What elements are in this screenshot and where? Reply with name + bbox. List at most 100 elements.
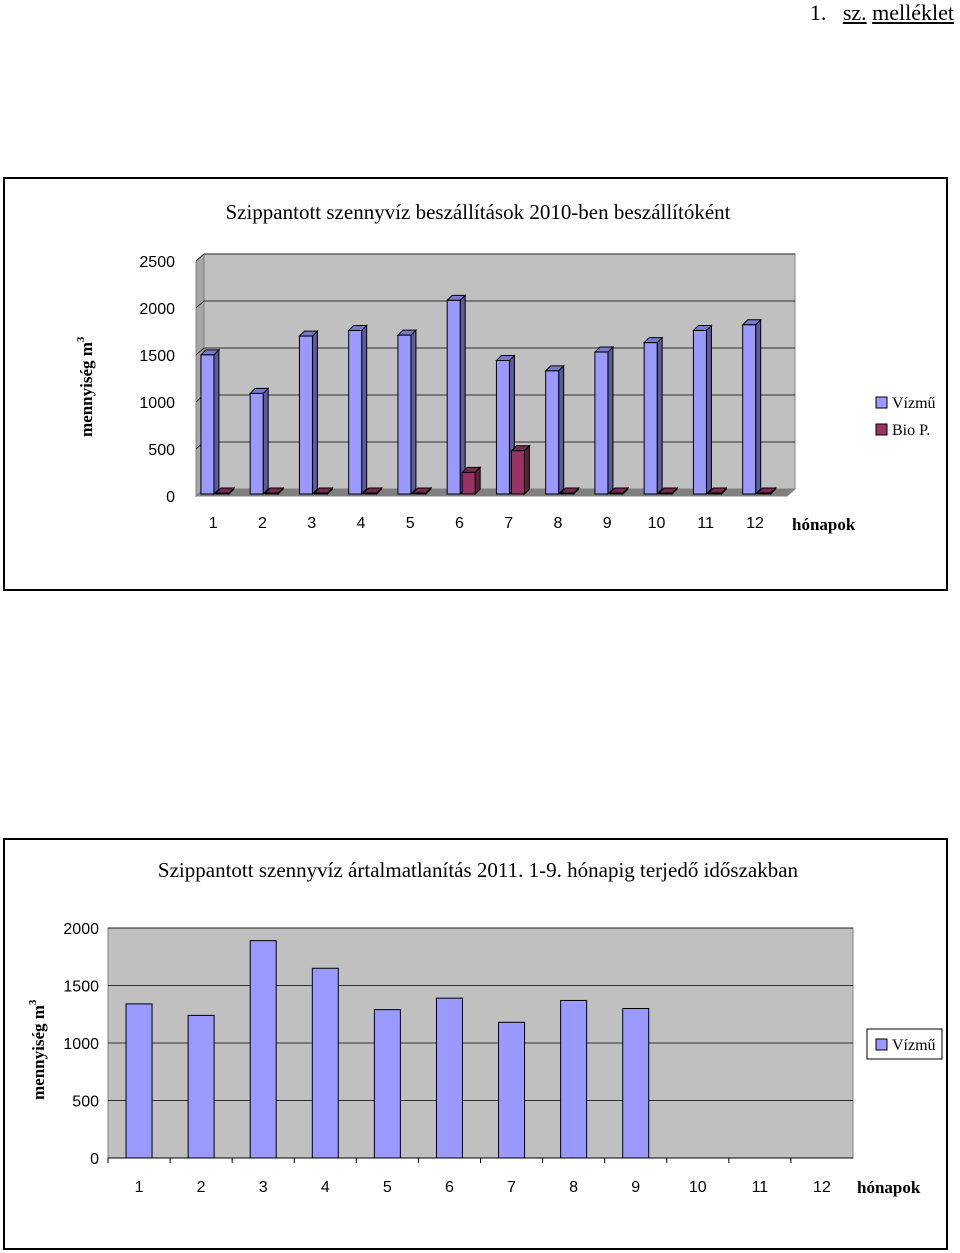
chart-1-y-tick-label: 500 xyxy=(148,442,175,459)
chart-1-bar-vizmu-12 xyxy=(741,318,762,496)
chart-1-x-tick-label: 3 xyxy=(307,515,316,532)
chart-2-bar-vizmu-5 xyxy=(373,1009,401,1159)
chart-1-y-tick-label: 2000 xyxy=(139,301,175,318)
chart-1-bar-bio-5 xyxy=(411,486,433,496)
annex-number: 1. xyxy=(809,0,827,25)
chart-1-bar-bio-4 xyxy=(362,486,383,496)
chart-1-bar-vizmu-1 xyxy=(199,348,221,496)
chart-1-legend-label-bio: Bio P. xyxy=(892,422,930,439)
chart-1-bar-vizmu-5 xyxy=(396,328,418,496)
chart-1-gridline xyxy=(195,300,795,309)
chart-2-bar-vizmu-9 xyxy=(622,1008,650,1159)
chart-2-x-tick-label: 4 xyxy=(321,1179,330,1196)
chart-1-y-tick-label: 1000 xyxy=(139,395,175,412)
chart-2-x-tick-label: 5 xyxy=(383,1179,392,1196)
annex-word-b: melléklet xyxy=(872,0,954,25)
chart-1-bar-bio-12 xyxy=(756,486,777,496)
chart-1-x-tick-label: 6 xyxy=(455,515,464,532)
chart-2-x-tick-label: 3 xyxy=(259,1179,268,1196)
chart-1-gridline xyxy=(195,347,795,356)
chart-2-y-axis-text: mennyiség m xyxy=(29,1005,48,1100)
chart-1-bar-bio-1 xyxy=(214,486,236,496)
chart-1-bar-bio-6 xyxy=(460,466,482,496)
chart-2-x-tick-label: 2 xyxy=(197,1179,206,1196)
chart-2-y-tick-label: 1500 xyxy=(63,979,99,996)
page-header: 1. sz. melléklet xyxy=(810,0,954,26)
chart-2-bar-vizmu-3 xyxy=(249,940,277,1159)
chart-1-x-tick-label: 11 xyxy=(697,515,714,532)
chart-1-x-ticks: 1 2 3 4 5 6 7 8 9 10 11 12 xyxy=(209,515,764,532)
chart-1-bar-vizmu-10 xyxy=(642,336,664,496)
chart-2-y-tick-label: 0 xyxy=(90,1151,99,1168)
chart-1-x-tick-label: 4 xyxy=(357,515,366,532)
chart-1-bar-bio-11 xyxy=(707,486,728,496)
chart-1-x-axis-label: hónapok xyxy=(792,515,856,534)
chart-2-legend-swatch-vizmu xyxy=(875,1038,888,1051)
chart-1-legend-swatch-bio xyxy=(875,423,888,436)
chart-2-title: Szippantott szennyvíz ártalmatlanítás 20… xyxy=(158,858,799,882)
chart-1-y-tick-label: 2500 xyxy=(139,254,175,271)
chart-1-y-tick-label: 1500 xyxy=(139,348,175,365)
chart-2-y-tick-label: 2000 xyxy=(63,921,99,938)
chart-1-y-axis-sup: 3 xyxy=(75,336,87,342)
chart-1-bar-bio-2 xyxy=(263,486,285,496)
chart-1-gridline xyxy=(195,253,795,262)
chart-2-bars xyxy=(125,940,650,1159)
chart-2-x-tick-label: 6 xyxy=(445,1179,454,1196)
chart-1-x-tick-label: 2 xyxy=(258,515,267,532)
chart-1-x-tick-label: 5 xyxy=(406,515,415,532)
chart-2-y-axis-label: mennyiség m3 xyxy=(27,999,48,1100)
chart-1-bars xyxy=(199,294,777,496)
chart-1-bar-bio-10 xyxy=(657,486,679,496)
chart-2-y-ticks: 0 500 1000 1500 2000 xyxy=(63,921,99,1168)
chart-2-x-tick-label: 10 xyxy=(689,1179,707,1196)
chart-1-bar-vizmu-6 xyxy=(445,294,467,496)
chart-1-bar-vizmu-2 xyxy=(248,387,270,496)
chart-1: Szippantott szennyvíz beszállítások 2010… xyxy=(75,200,936,534)
chart-1-y-axis-text: mennyiség m xyxy=(77,342,96,437)
chart-1-legend: Vízmű Bio P. xyxy=(875,395,936,439)
chart-2: Szippantott szennyvíz ártalmatlanítás 20… xyxy=(27,858,943,1197)
chart-2-bar-vizmu-4 xyxy=(311,967,339,1159)
chart-2-y-tick-label: 1000 xyxy=(63,1036,99,1053)
chart-2-legend-label-vizmu: Vízmű xyxy=(892,1037,936,1054)
annex-word-a: sz. xyxy=(842,0,867,25)
chart-1-x-tick-label: 7 xyxy=(504,515,513,532)
chart-2-x-tick-label: 1 xyxy=(135,1179,144,1196)
chart-2-bar-vizmu-1 xyxy=(125,1003,153,1159)
chart-2-bar-vizmu-7 xyxy=(498,1021,526,1159)
chart-2-x-tick-label: 12 xyxy=(813,1179,831,1196)
chart-2-bar-vizmu-6 xyxy=(435,997,463,1159)
chart-1-x-tick-label: 10 xyxy=(648,515,666,532)
chart-2-bar-vizmu-8 xyxy=(560,999,588,1159)
chart-2-x-tick-label: 7 xyxy=(507,1179,516,1196)
chart-2-frame: Szippantott szennyvíz ártalmatlanítás 20… xyxy=(3,838,948,1250)
chart-2-x-axis-label: hónapok xyxy=(857,1178,921,1197)
chart-1-x-tick-label: 9 xyxy=(603,515,612,532)
chart-1-title: Szippantott szennyvíz beszállítások 2010… xyxy=(225,200,730,224)
chart-1-bar-vizmu-8 xyxy=(544,364,565,496)
chart-1-x-tick-label: 12 xyxy=(746,515,764,532)
chart-1-legend-label-vizmu: Vízmű xyxy=(892,395,936,412)
chart-1-bar-vizmu-11 xyxy=(692,324,713,496)
chart-1-bar-bio-3 xyxy=(313,486,334,496)
chart-2-bar-vizmu-2 xyxy=(187,1014,215,1159)
chart-1-y-tick-label: 0 xyxy=(166,489,175,506)
chart-1-bar-vizmu-4 xyxy=(347,324,368,496)
chart-1-legend-swatch-vizmu xyxy=(875,396,888,409)
chart-1-x-tick-label: 8 xyxy=(554,515,563,532)
chart-2-legend: Vízmű xyxy=(866,1028,943,1060)
chart-2-y-tick-label: 500 xyxy=(72,1094,99,1111)
chart-1-bar-vizmu-9 xyxy=(593,345,615,496)
chart-1-bar-vizmu-3 xyxy=(298,329,319,496)
chart-2-x-tick-label: 8 xyxy=(569,1179,578,1196)
chart-1-y-ticks: 0 500 1000 1500 2000 2500 xyxy=(139,254,175,506)
chart-1-bar-bio-8 xyxy=(559,486,580,496)
chart-2-y-axis-sup: 3 xyxy=(27,999,39,1005)
chart-1-y-axis-label: mennyiség m3 xyxy=(75,336,96,437)
chart-2-x-tick-label: 11 xyxy=(752,1179,769,1196)
chart-1-bar-bio-7 xyxy=(510,444,531,496)
chart-1-x-tick-label: 1 xyxy=(209,515,218,532)
chart-1-bar-bio-9 xyxy=(608,486,630,496)
chart-1-frame: Szippantott szennyvíz beszállítások 2010… xyxy=(3,177,948,591)
